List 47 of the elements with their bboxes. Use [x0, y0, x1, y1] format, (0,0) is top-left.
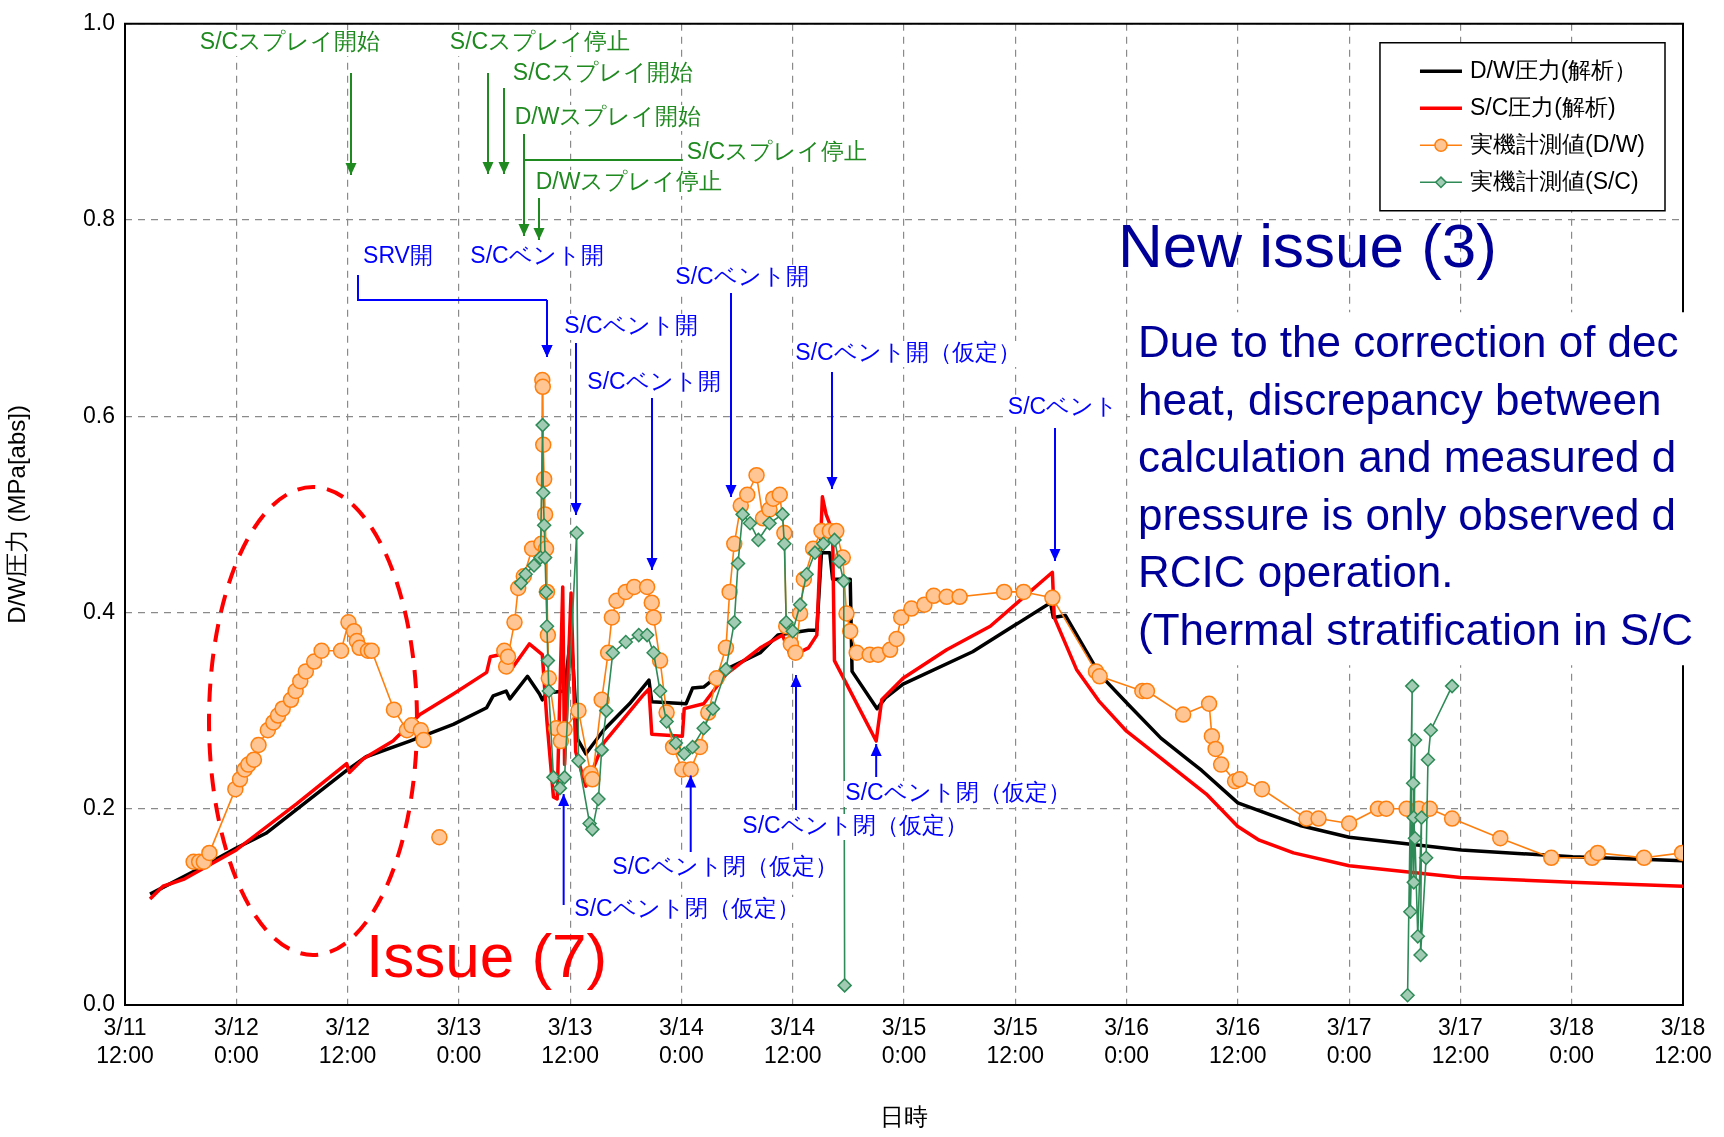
annotation: S/Cベント	[1007, 393, 1119, 420]
x-tick-label: 3/15 0:00	[881, 1014, 927, 1068]
x-tick-label: 3/12 0:00	[213, 1014, 259, 1068]
x-tick-label: 3/17 0:00	[1326, 1014, 1372, 1068]
x-tick-label: 3/18 0:00	[1549, 1014, 1595, 1068]
annotation: S/Cスプレイ停止	[686, 138, 868, 165]
annotation: New issue (3)	[1118, 211, 1497, 281]
annotation: S/Cスプレイ開始	[199, 28, 381, 55]
x-tick-label: 3/16 0:00	[1104, 1014, 1149, 1068]
annotation: S/Cベント閉（仮定）	[742, 812, 968, 839]
annotation: S/Cベント開	[564, 312, 698, 339]
y-tick-label: 0.6	[83, 401, 115, 428]
annotation: D/Wスプレイ停止	[535, 168, 723, 195]
y-tick-label: 0.2	[83, 794, 115, 821]
annotation: SRV開	[363, 242, 433, 269]
annotation: S/Cベント開	[470, 242, 604, 269]
y-tick-label: 0.8	[83, 205, 115, 232]
x-tick-label: 3/16 12:00	[1209, 1014, 1267, 1068]
legend-label: 実機計測値(S/C)	[1469, 167, 1639, 194]
annotation: S/Cベント開	[587, 368, 721, 395]
y-tick-label: 1.0	[83, 9, 115, 36]
y-tick-label: 0.0	[83, 990, 115, 1017]
annotation: Issue (7)	[366, 921, 608, 991]
x-tick-label: 3/17 12:00	[1431, 1014, 1490, 1068]
x-tick-label: 3/14 0:00	[659, 1014, 705, 1068]
annotation: S/Cベント閉（仮定）	[612, 853, 838, 880]
legend-label: 実機計測値(D/W)	[1469, 130, 1645, 157]
annotation: S/Cベント閉（仮定）	[845, 779, 1071, 806]
x-tick-label: 3/12 12:00	[318, 1014, 377, 1068]
x-tick-label: 3/15 12:00	[986, 1014, 1045, 1068]
annotation: D/Wスプレイ開始	[514, 103, 702, 130]
x-tick-label: 3/13 12:00	[541, 1014, 599, 1068]
annotation: S/Cベント閉（仮定）	[574, 895, 800, 922]
legend-label: S/C圧力(解析)	[1469, 93, 1616, 120]
annotation: S/Cベント開	[675, 263, 809, 290]
annotation: S/Cスプレイ停止	[449, 28, 631, 55]
x-tick-label: 3/18 12:00	[1654, 1014, 1712, 1068]
annotation: S/Cベント開（仮定）	[795, 339, 1021, 366]
x-axis-title: 日時	[880, 1103, 928, 1131]
legend-label: D/W圧力(解析）	[1469, 56, 1638, 83]
y-axis-title: D/W圧力 (MPa[abs])	[3, 405, 31, 624]
x-tick-label: 3/14 12:00	[763, 1014, 822, 1068]
y-tick-label: 0.4	[83, 597, 116, 624]
x-tick-label: 3/13 0:00	[436, 1014, 482, 1068]
annotation: Due to the correction of dec heat, discrepancy between calculation and measured d pressure is only observed d RCIC operation. (Thermal stratification in S/C	[1138, 317, 1694, 654]
x-tick-label: 3/11 12:00	[96, 1014, 154, 1068]
annotation: S/Cスプレイ開始	[512, 59, 694, 86]
